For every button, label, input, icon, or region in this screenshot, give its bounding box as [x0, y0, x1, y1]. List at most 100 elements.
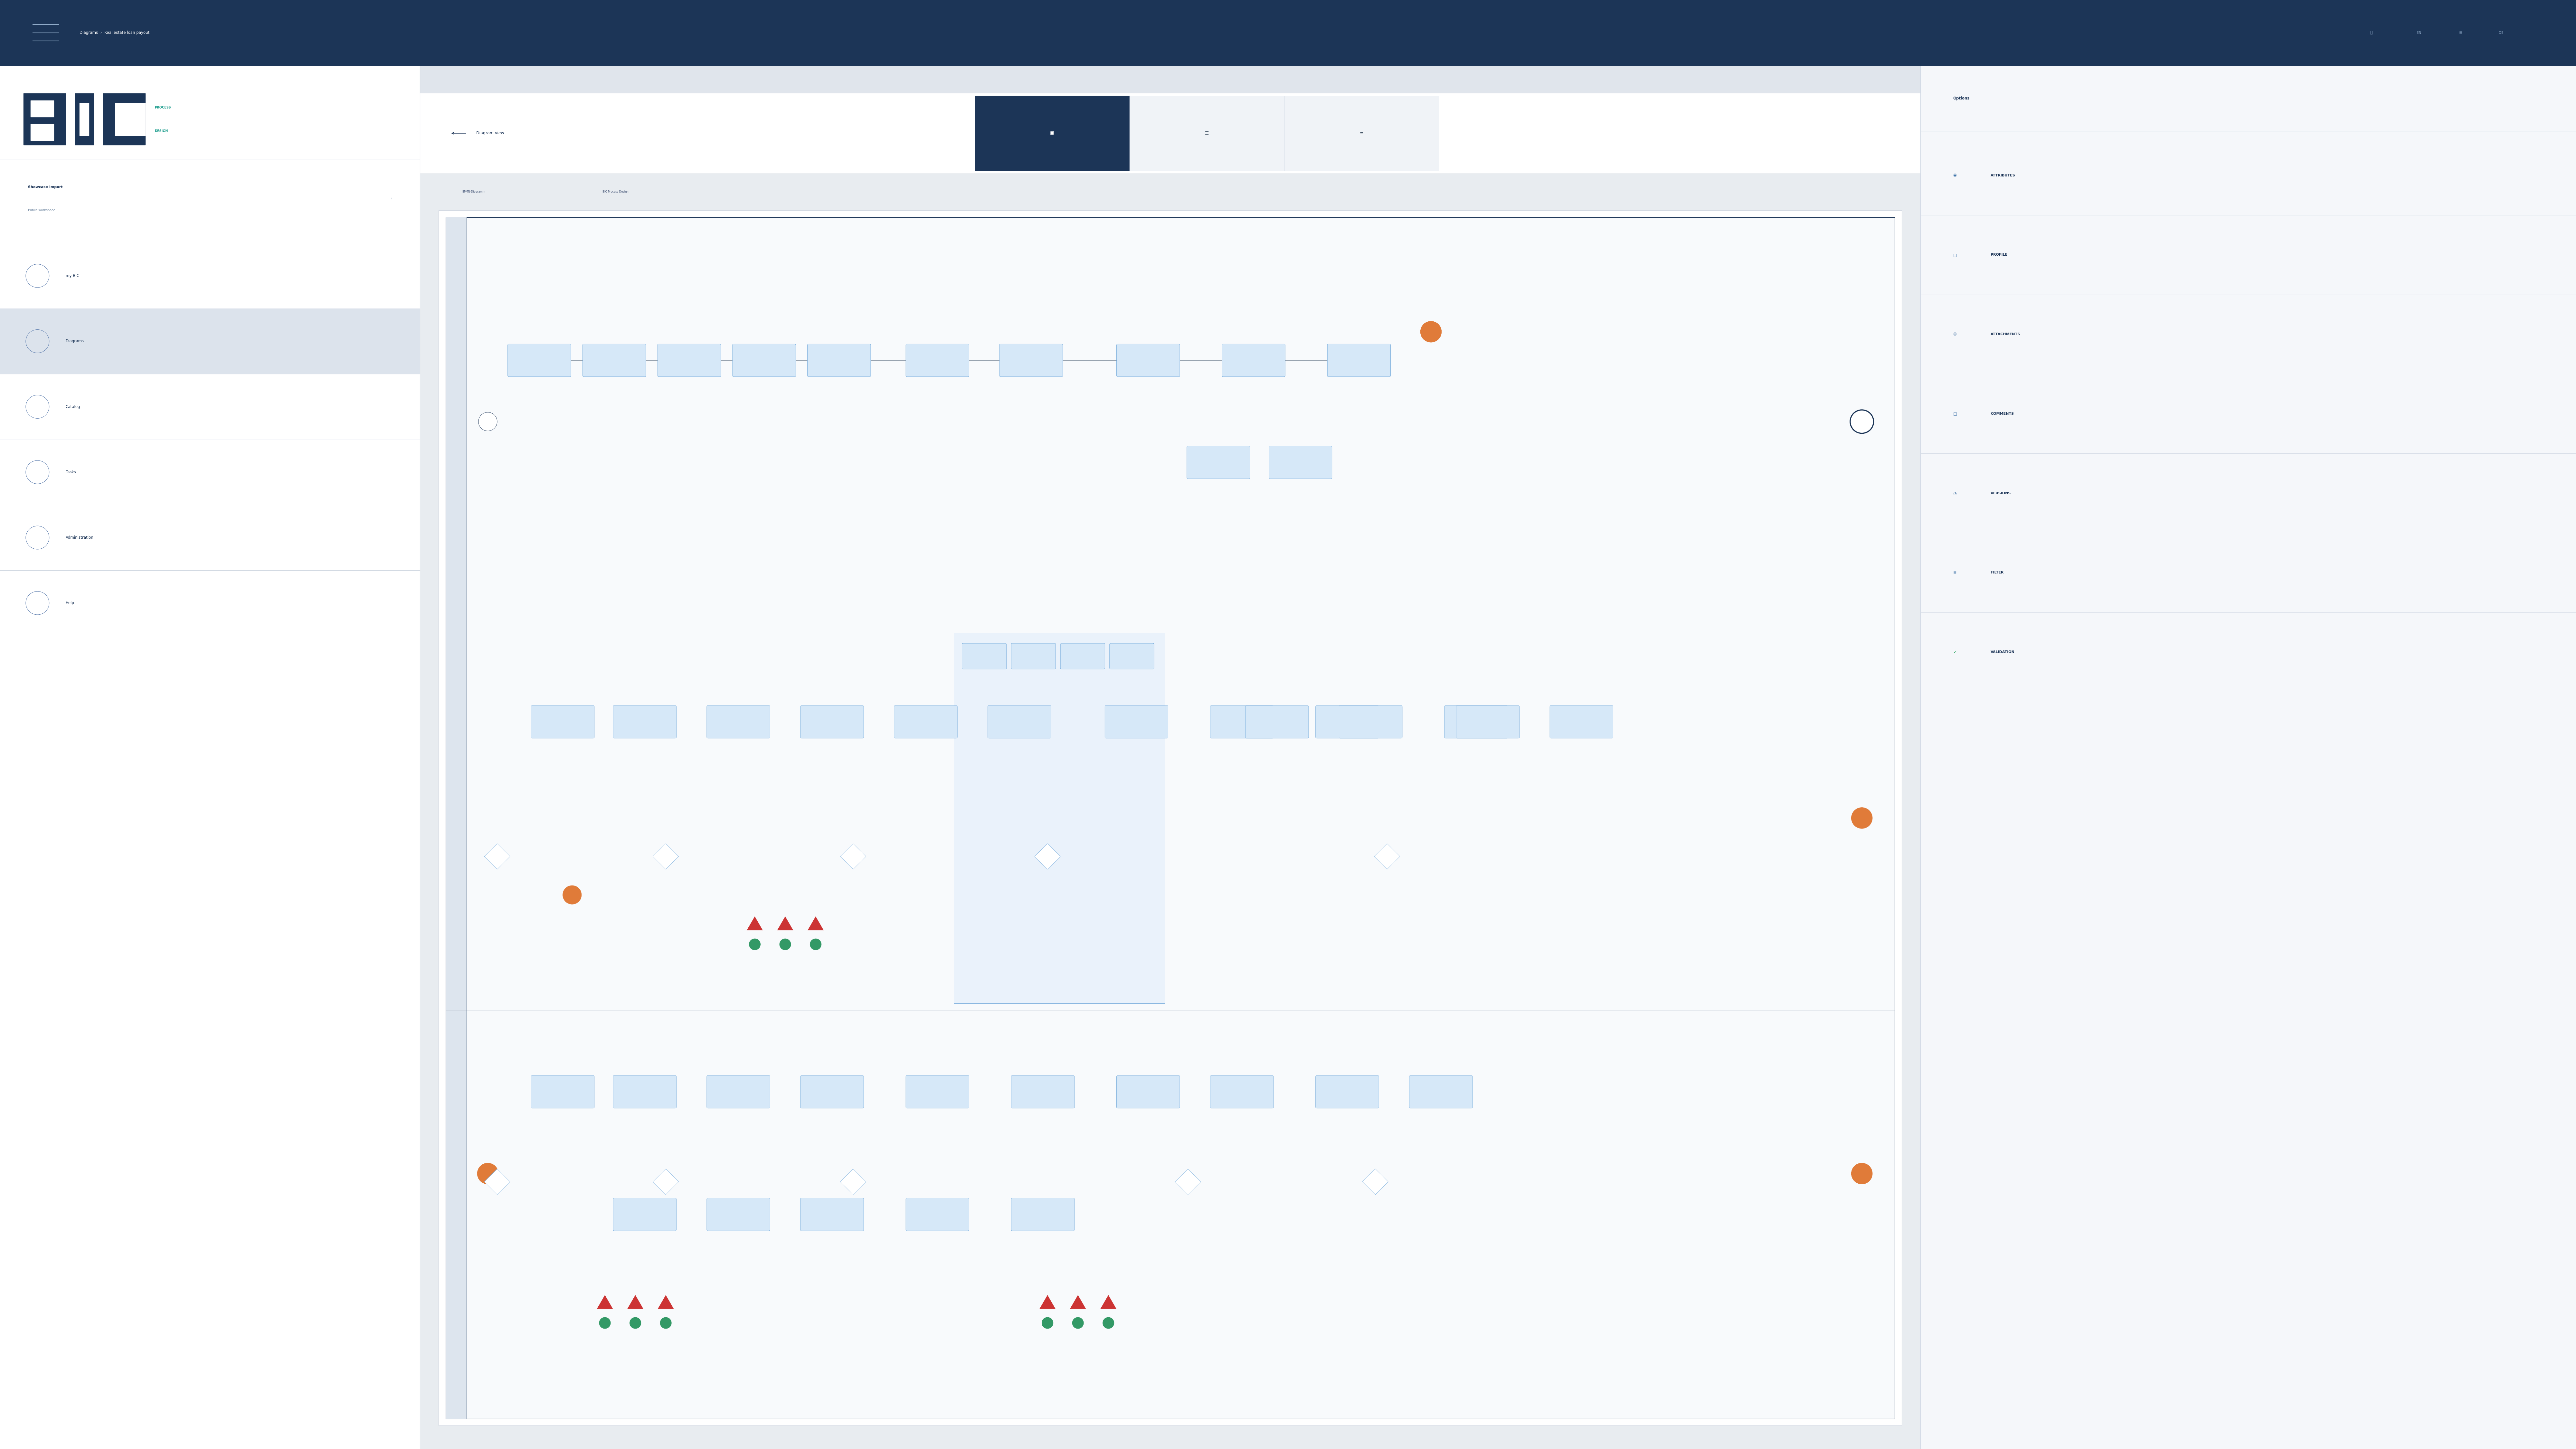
FancyBboxPatch shape: [1188, 446, 1249, 478]
FancyBboxPatch shape: [613, 1198, 677, 1230]
FancyBboxPatch shape: [1445, 706, 1507, 739]
Polygon shape: [840, 843, 866, 869]
FancyBboxPatch shape: [894, 706, 958, 739]
Polygon shape: [1038, 1295, 1056, 1308]
Circle shape: [1852, 1164, 1873, 1184]
Circle shape: [479, 413, 497, 430]
Text: BPMN-Diagramm: BPMN-Diagramm: [461, 190, 484, 193]
FancyBboxPatch shape: [657, 343, 721, 377]
FancyBboxPatch shape: [1221, 343, 1285, 377]
Circle shape: [600, 1317, 611, 1329]
Bar: [0, 0, 2576, 65]
Text: Options: Options: [1953, 96, 1971, 100]
FancyBboxPatch shape: [1409, 1075, 1473, 1108]
Text: Administration: Administration: [64, 536, 93, 539]
Circle shape: [1852, 807, 1873, 829]
Bar: [420, 94, 1922, 172]
Circle shape: [1850, 410, 1873, 433]
FancyBboxPatch shape: [1012, 643, 1056, 669]
Text: Diagram view: Diagram view: [477, 132, 505, 135]
Bar: [75, 94, 93, 145]
FancyBboxPatch shape: [1551, 706, 1613, 739]
Text: Diagrams  ›  Real estate loan payout: Diagrams › Real estate loan payout: [80, 30, 149, 35]
Polygon shape: [840, 1169, 866, 1194]
FancyBboxPatch shape: [1115, 343, 1180, 377]
Text: ≡: ≡: [1360, 130, 1363, 136]
Polygon shape: [484, 843, 510, 869]
Polygon shape: [1363, 1169, 1388, 1194]
FancyBboxPatch shape: [907, 1198, 969, 1230]
FancyBboxPatch shape: [582, 343, 647, 377]
Text: Help: Help: [64, 601, 75, 606]
Text: ATTRIBUTES: ATTRIBUTES: [1991, 174, 2014, 177]
FancyBboxPatch shape: [907, 1075, 969, 1108]
Text: Diagrams: Diagrams: [64, 339, 85, 343]
FancyBboxPatch shape: [1244, 706, 1309, 739]
Text: ≡: ≡: [2460, 30, 2463, 35]
Text: my BIC: my BIC: [64, 274, 80, 278]
Polygon shape: [657, 1295, 675, 1308]
Polygon shape: [747, 916, 762, 930]
Circle shape: [750, 939, 760, 951]
Polygon shape: [778, 916, 793, 930]
FancyBboxPatch shape: [613, 1075, 677, 1108]
Text: ☰: ☰: [1206, 130, 1208, 136]
FancyBboxPatch shape: [613, 706, 677, 739]
Text: □: □: [1953, 412, 1958, 416]
FancyBboxPatch shape: [507, 343, 572, 377]
Bar: [111, 103, 144, 136]
Bar: [23, 94, 64, 145]
Circle shape: [1103, 1317, 1115, 1329]
Bar: [438, 210, 1901, 1426]
Circle shape: [629, 1317, 641, 1329]
Text: FILTER: FILTER: [1991, 571, 2004, 574]
FancyBboxPatch shape: [732, 343, 796, 377]
Polygon shape: [1036, 843, 1061, 869]
Text: ◎: ◎: [1953, 332, 1958, 336]
Text: PROCESS: PROCESS: [155, 106, 170, 109]
Bar: [103, 94, 144, 145]
FancyBboxPatch shape: [987, 706, 1051, 739]
Text: □: □: [1953, 252, 1958, 256]
Bar: [0, 65, 420, 1449]
Bar: [80, 103, 90, 136]
Circle shape: [477, 1164, 497, 1184]
FancyBboxPatch shape: [1105, 706, 1167, 739]
Bar: [446, 217, 1896, 1419]
Bar: [0, 309, 420, 374]
Polygon shape: [1069, 1295, 1087, 1308]
FancyBboxPatch shape: [1061, 643, 1105, 669]
Circle shape: [1072, 1317, 1084, 1329]
Bar: [1131, 96, 1285, 171]
Bar: [976, 96, 1131, 171]
FancyBboxPatch shape: [806, 343, 871, 377]
FancyBboxPatch shape: [1327, 343, 1391, 377]
Bar: [103, 103, 116, 136]
Bar: [1131, 96, 1285, 171]
Polygon shape: [484, 1169, 510, 1194]
Text: VERSIONS: VERSIONS: [1991, 491, 2012, 494]
Text: Catalog: Catalog: [64, 404, 80, 409]
Bar: [1922, 65, 2576, 1449]
FancyBboxPatch shape: [1012, 1075, 1074, 1108]
FancyBboxPatch shape: [1110, 643, 1154, 669]
Text: ⋮: ⋮: [389, 197, 394, 201]
Text: ◉: ◉: [1953, 174, 1958, 177]
FancyBboxPatch shape: [1455, 706, 1520, 739]
Text: ▣: ▣: [1051, 130, 1054, 136]
FancyBboxPatch shape: [1211, 1075, 1273, 1108]
Bar: [31, 100, 54, 117]
Circle shape: [1419, 322, 1443, 342]
FancyBboxPatch shape: [1115, 1075, 1180, 1108]
Text: BIC Process Design: BIC Process Design: [603, 190, 629, 193]
Circle shape: [659, 1317, 672, 1329]
FancyBboxPatch shape: [801, 1075, 863, 1108]
Polygon shape: [598, 1295, 613, 1308]
Text: ATTACHMENTS: ATTACHMENTS: [1991, 333, 2020, 336]
Bar: [420, 65, 1922, 94]
Text: DESIGN: DESIGN: [155, 129, 167, 132]
FancyBboxPatch shape: [531, 1075, 595, 1108]
Text: Public workspace: Public workspace: [28, 209, 54, 212]
Polygon shape: [652, 1169, 677, 1194]
Circle shape: [781, 939, 791, 951]
